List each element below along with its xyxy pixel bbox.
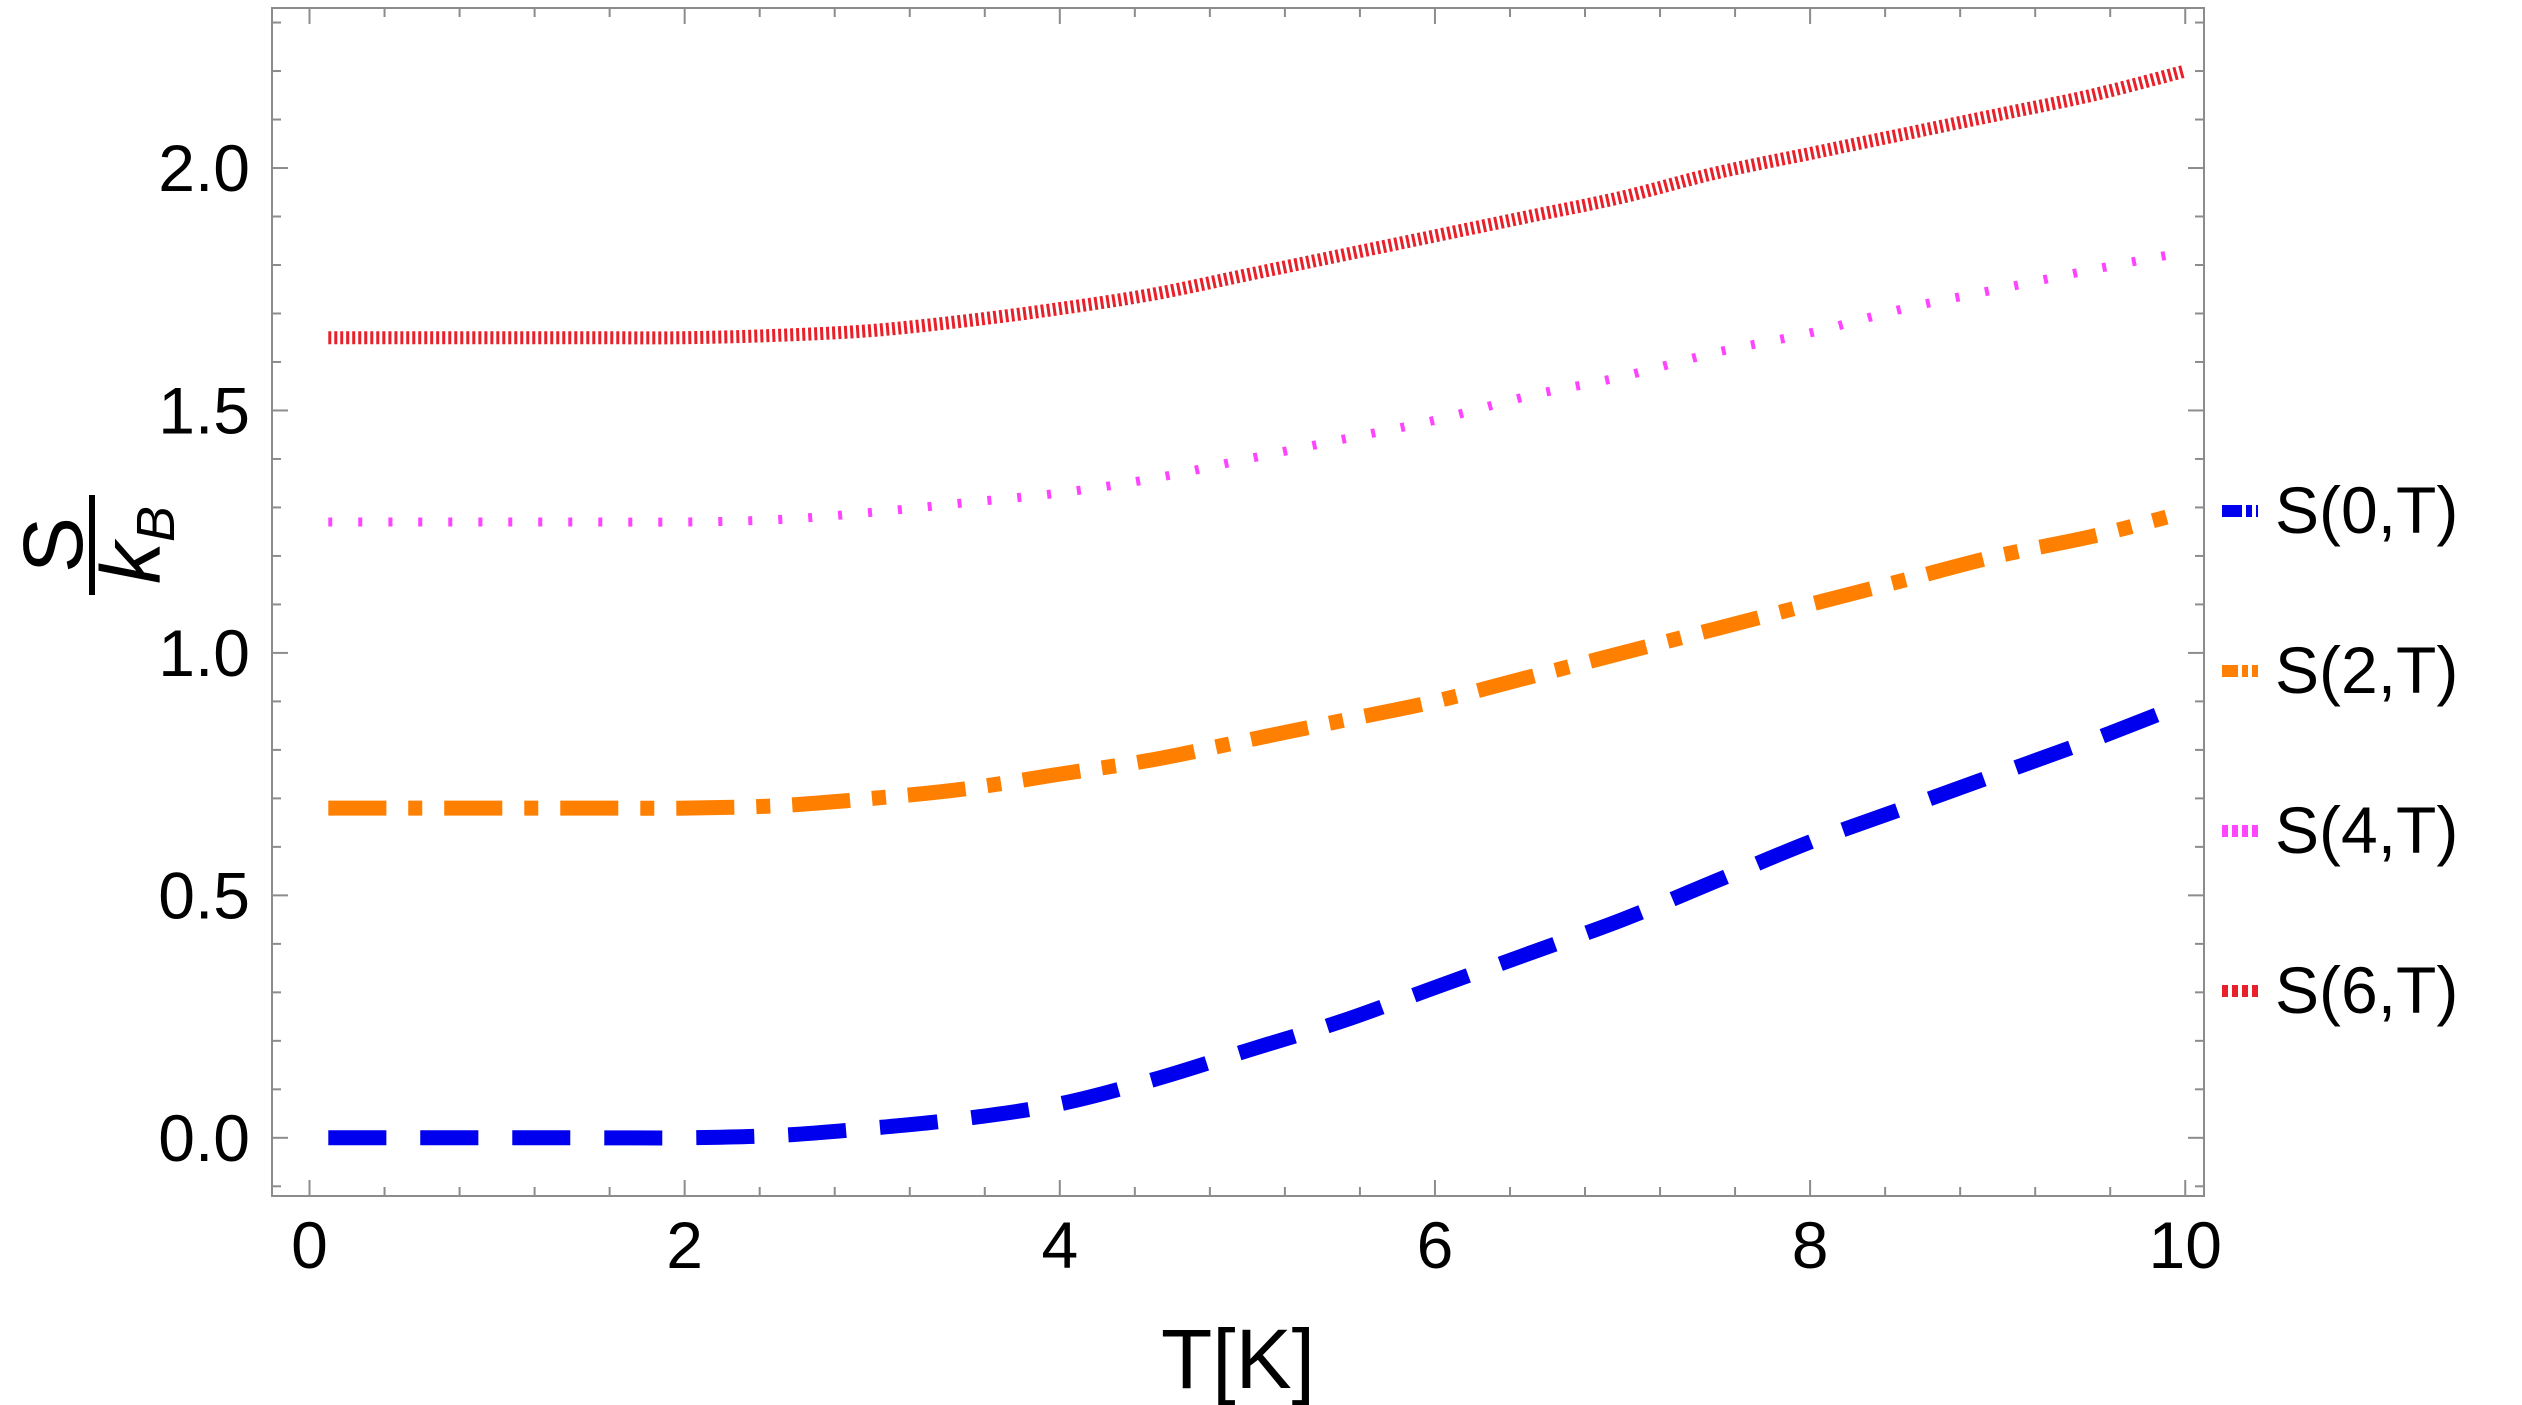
x-tick-label: 4 [1041, 1208, 1078, 1282]
legend-label-0: S(0,T) [2275, 473, 2458, 547]
x-tick-label: 0 [291, 1208, 328, 1282]
x-tick-label: 10 [2149, 1208, 2222, 1282]
x-tick-label: 6 [1417, 1208, 1454, 1282]
y-tick-label: 0.0 [158, 1101, 250, 1175]
legend-label-2: S(4,T) [2275, 793, 2458, 867]
y-axis-label-numerator: S [6, 517, 100, 573]
y-tick-labels: 0.0 0.5 1.0 1.5 2.0 [158, 131, 250, 1175]
x-axis-label: T[K] [1161, 1312, 1315, 1405]
y-tick-label: 0.5 [158, 858, 250, 932]
y-axis-label-denominator: kB [84, 506, 186, 584]
series-line-1 [328, 509, 2169, 816]
y-axis-label-denominator-sub: B [126, 506, 186, 542]
x-tick-label: 2 [666, 1208, 703, 1282]
y-tick-label: 1.5 [158, 373, 250, 447]
legend: S(0,T) S(2,T) S(4,T) S(6,T) [2222, 473, 2458, 1027]
series-line-3 [328, 64, 2187, 345]
y-tick-label: 2.0 [158, 131, 250, 205]
y-axis-label-denominator-main: k [84, 538, 178, 584]
series-line-0 [328, 704, 2170, 1146]
axis-ticks [272, 8, 2204, 1196]
legend-label-3: S(6,T) [2275, 953, 2458, 1027]
y-axis-label: S kB [6, 495, 186, 595]
x-tick-label: 8 [1792, 1208, 1829, 1282]
series-line-2 [328, 250, 2168, 527]
legend-label-1: S(2,T) [2275, 633, 2458, 707]
plot-frame [271, 7, 2205, 1197]
x-tick-labels: 0 2 4 6 8 10 [291, 1208, 2222, 1282]
series-layer [328, 64, 2187, 1146]
y-tick-label: 1.0 [158, 616, 250, 690]
